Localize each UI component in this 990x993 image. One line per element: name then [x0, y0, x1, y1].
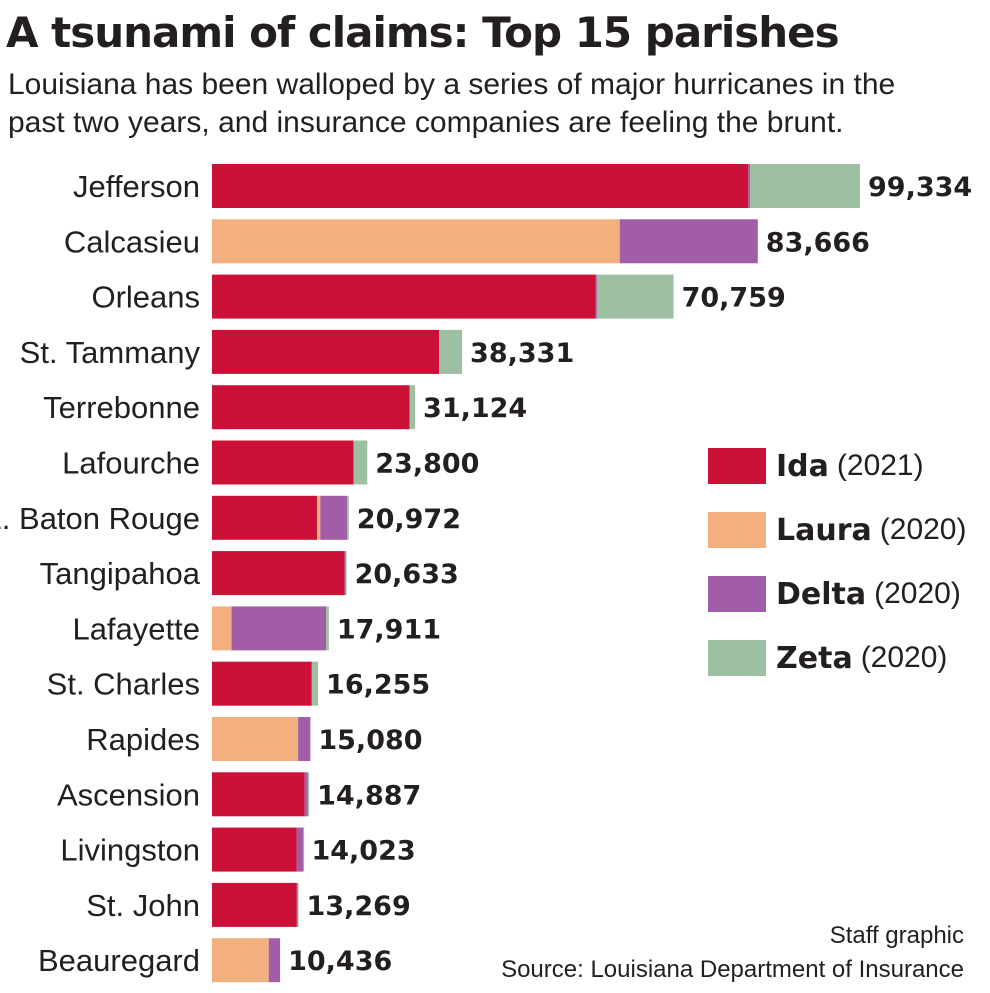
legend-name-ida: Ida [776, 448, 829, 484]
legend-swatch-ida [708, 448, 766, 484]
category-label-terrebonne: Terrebonne [43, 390, 200, 425]
legend-swatch-laura [708, 512, 766, 548]
legend-swatch-zeta [708, 640, 766, 676]
value-label-orleans: 70,759 [682, 283, 786, 314]
bar-segment-e-baton-rouge-ida [212, 495, 318, 540]
bar-segment-orleans-zeta [596, 274, 674, 319]
value-label-jefferson: 99,334 [868, 172, 972, 203]
category-label-jefferson: Jefferson [73, 169, 200, 204]
bar-segment-beauregard-delta [268, 938, 281, 983]
value-label-tangipahoa: 20,633 [355, 559, 459, 590]
value-label-calcasieu: 83,666 [766, 227, 870, 258]
value-label-lafourche: 23,800 [375, 449, 479, 480]
category-label-st-john: St. John [86, 888, 200, 923]
bar-segment-ascension-ida [212, 772, 305, 817]
value-label-st-tammany: 38,331 [470, 338, 574, 369]
staff-credit: Staff graphic [829, 922, 964, 949]
bar-segment-livingston-delta [296, 827, 304, 872]
bar-segment-lafayette-delta [231, 606, 327, 651]
bar-segment-lafayette-zeta [326, 606, 329, 651]
bar-segment-st-john-delta [296, 882, 298, 927]
bar-segment-ascension-zeta [307, 772, 310, 817]
category-label-livingston: Livingston [60, 833, 200, 868]
bar-segment-rapides-laura [212, 717, 299, 761]
legend-name-laura: Laura [776, 512, 872, 548]
bar-segment-e-baton-rouge-zeta [347, 495, 349, 540]
bar-segment-tangipahoa-ida [212, 551, 345, 596]
bar-segment-st-tammany-zeta [439, 329, 463, 374]
chart-subtitle: Louisiana has been walloped by a series … [8, 68, 896, 139]
bar-segment-jefferson-zeta [750, 164, 860, 208]
bar-segment-lafayette-laura [212, 606, 232, 651]
value-label-st-charles: 16,255 [326, 670, 430, 701]
legend-year-laura: (2020) [879, 513, 967, 546]
category-label-st-charles: St. Charles [47, 667, 200, 702]
category-label-tangipahoa: Tangipahoa [40, 556, 201, 591]
bar-segment-tangipahoa-delta [344, 551, 346, 596]
bar-segment-terrebonne-ida [212, 385, 410, 430]
category-label-lafayette: Lafayette [72, 611, 200, 646]
source-note: Source: Louisiana Department of Insuranc… [501, 956, 964, 983]
value-label-terrebonne: 31,124 [423, 393, 527, 424]
value-label-e-baton-rouge: 20,972 [357, 504, 461, 535]
legend-name-zeta: Zeta [776, 640, 853, 676]
category-label-lafourche: Lafourche [62, 446, 200, 481]
category-label-e-baton-rouge: E. Baton Rouge [0, 501, 200, 536]
category-label-st-tammany: St. Tammany [20, 335, 201, 370]
category-label-orleans: Orleans [91, 280, 200, 315]
bar-segment-st-john-zeta [297, 882, 299, 927]
bar-segment-livingston-ida [212, 827, 297, 872]
bar-segment-orleans-ida [212, 274, 596, 319]
bar-segment-st-charles-ida [212, 661, 312, 706]
legend-item-delta: Delta (2020) [708, 574, 966, 614]
legend: Ida (2021) Laura (2020) Delta (2020) Zet… [708, 446, 966, 702]
bar-segment-lafourche-zeta [353, 440, 368, 485]
bar-segment-st-charles-zeta [311, 661, 319, 706]
bar-segment-beauregard-laura [212, 938, 269, 983]
legend-swatch-delta [708, 576, 766, 612]
bar-segment-lafourche-ida [212, 440, 354, 485]
category-label-rapides: Rapides [86, 722, 200, 757]
bar-segment-orleans-delta [595, 274, 597, 319]
bar-segment-e-baton-rouge-delta [320, 495, 348, 540]
category-label-ascension: Ascension [57, 777, 200, 812]
bar-segment-tangipahoa-zeta [345, 551, 347, 596]
chart-title: A tsunami of claims: Top 15 parishes [6, 8, 840, 57]
bar-segment-livingston-zeta [303, 827, 305, 872]
bar-segment-terrebonne-zeta [409, 385, 416, 430]
value-label-ascension: 14,887 [317, 780, 421, 811]
value-label-beauregard: 10,436 [288, 946, 392, 977]
bar-segment-e-baton-rouge-laura [317, 495, 321, 540]
category-label-calcasieu: Calcasieu [64, 224, 200, 259]
bar-segment-calcasieu-delta [619, 219, 758, 264]
value-label-livingston: 14,023 [311, 836, 415, 867]
category-label-beauregard: Beauregard [38, 943, 200, 978]
legend-year-ida: (2021) [836, 449, 924, 482]
bar-segment-rapides-delta [298, 717, 311, 761]
legend-item-laura: Laura (2020) [708, 510, 966, 550]
bar-segment-jefferson-delta [748, 164, 751, 208]
legend-item-zeta: Zeta (2020) [708, 638, 966, 678]
value-label-lafayette: 17,911 [337, 614, 441, 645]
bar-segment-st-tammany-ida [212, 329, 440, 374]
value-label-rapides: 15,080 [318, 725, 422, 756]
bar-segment-ascension-delta [304, 772, 308, 817]
bar-segment-jefferson-ida [212, 164, 749, 208]
bar-segment-calcasieu-laura [212, 219, 620, 264]
legend-year-zeta: (2020) [860, 641, 948, 674]
legend-name-delta: Delta [776, 576, 867, 612]
legend-year-delta: (2020) [874, 577, 961, 610]
legend-item-ida: Ida (2021) [708, 446, 966, 486]
value-label-st-john: 13,269 [307, 891, 411, 922]
stacked-bar-chart: Jefferson 99,334 Calcasieu 83,666 Orleans 70,… [0, 164, 972, 983]
bar-segment-st-john-ida [212, 882, 297, 927]
